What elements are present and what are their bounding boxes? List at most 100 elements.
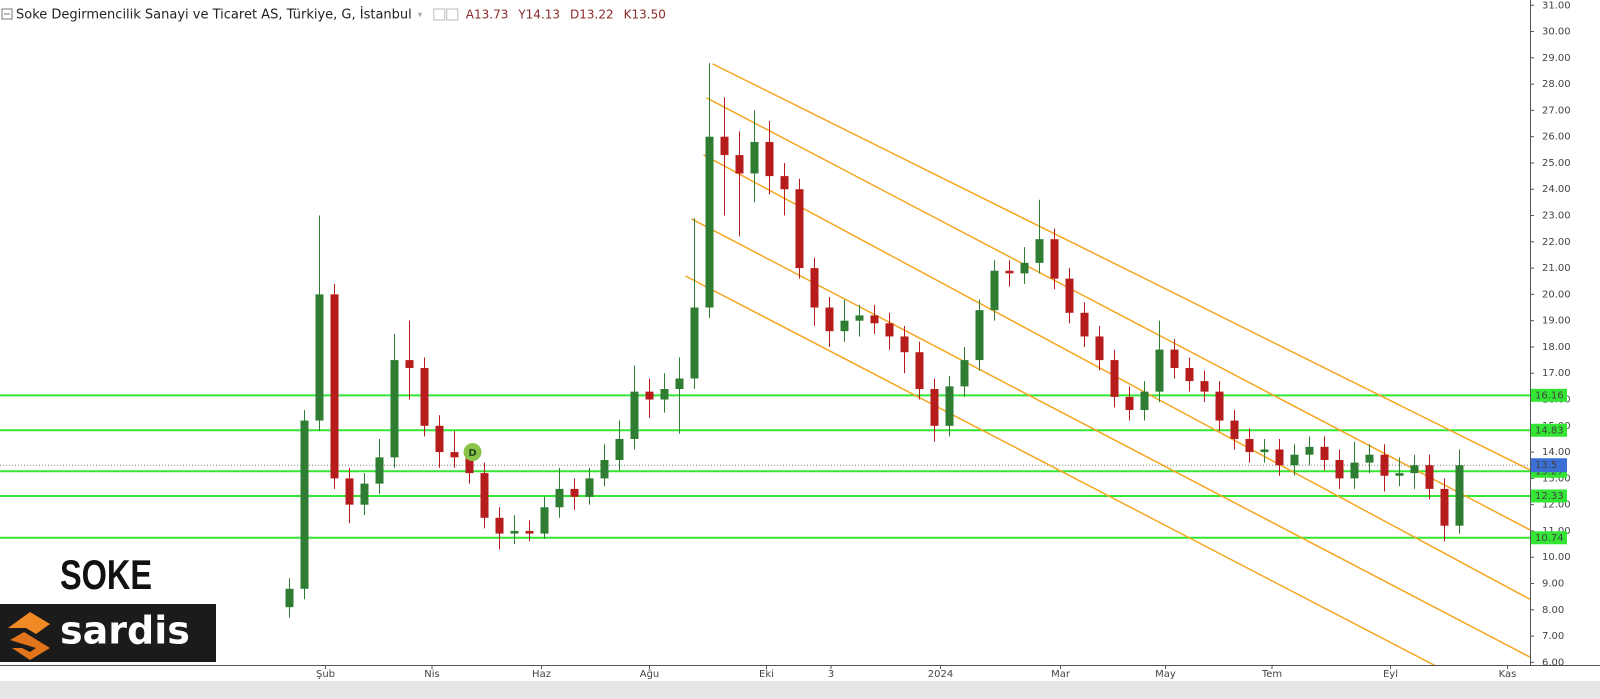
y-tick-label: 19.00: [1542, 316, 1571, 327]
candle-body: [750, 141, 759, 174]
candle-body: [1125, 396, 1134, 411]
settings-icon[interactable]: [446, 8, 459, 21]
ohlc-value: A13.73: [466, 8, 509, 22]
channel-line: [691, 218, 1530, 658]
level-label-bg: [1531, 423, 1567, 437]
ohlc-value: D13.22: [570, 8, 614, 22]
bottom-bar: [0, 681, 1600, 699]
candle-body: [885, 323, 894, 337]
y-tick-label: 17.00: [1542, 368, 1571, 379]
level-label-bg: [1531, 388, 1567, 402]
candle-body: [930, 389, 939, 426]
candle-body: [1215, 391, 1224, 421]
candle-body: [1260, 449, 1269, 453]
level-label: 10.74: [1535, 533, 1564, 544]
candle-body: [735, 155, 744, 174]
x-tick-label: Nis: [424, 669, 439, 680]
ohlc-legend: ▾ A13.73 Y14.13 D13.22 K13.50: [418, 8, 666, 22]
y-tick-label: 25.00: [1542, 158, 1571, 169]
y-tick-label: 10.00: [1542, 552, 1571, 563]
logo-mark-bottom: [10, 632, 50, 660]
ohlc-value: K13.50: [624, 8, 666, 22]
y-tick-label: 12.00: [1542, 500, 1571, 511]
dropdown-arrow: ▾: [418, 11, 423, 21]
candle-body: [1275, 449, 1284, 466]
logo: sardis: [0, 604, 216, 662]
candle-body: [795, 189, 804, 269]
candle-body: [990, 270, 999, 311]
candle-body: [1425, 465, 1434, 489]
candle-body: [915, 352, 924, 390]
y-tick-label: 18.00: [1542, 342, 1571, 353]
candle-body: [1395, 473, 1404, 476]
candle-body: [1080, 312, 1089, 337]
candle-body: [1335, 459, 1344, 479]
header: Soke Degirmencilik Sanayi ve Ticaret AS,…: [1, 7, 666, 23]
candle-body: [1290, 454, 1299, 466]
candle-body: [405, 360, 414, 368]
candle-body: [675, 378, 684, 390]
y-tick-label: 31.00: [1542, 0, 1571, 11]
logo-mark-top: [8, 612, 50, 634]
x-tick-label: Mar: [1051, 669, 1071, 680]
ohlc-value: Y14.13: [517, 8, 560, 22]
candle-body: [765, 141, 774, 177]
collapse-icon[interactable]: [1, 8, 13, 20]
candle-body: [855, 315, 864, 321]
event-marker-label: D: [468, 448, 476, 459]
candle-body: [645, 391, 654, 400]
candle-body: [360, 483, 369, 505]
x-tick-label: Eyl: [1383, 669, 1398, 680]
candle-body: [375, 457, 384, 484]
y-tick-label: 22.00: [1542, 237, 1571, 248]
candle-body: [525, 530, 534, 534]
y-tick-label: 8.00: [1542, 605, 1564, 616]
y-tick-label: 21.00: [1542, 263, 1571, 274]
level-label-bg: [1531, 489, 1567, 503]
candle-body: [690, 307, 699, 379]
candle-body: [465, 457, 474, 474]
y-tick-label: 14.00: [1542, 447, 1571, 458]
candle-body: [840, 320, 849, 332]
x-tick-label: Ağu: [640, 668, 660, 680]
candle-body: [870, 315, 879, 324]
candle-body: [585, 478, 594, 497]
candle-body: [1230, 420, 1239, 439]
y-tick-label: 23.00: [1542, 211, 1571, 222]
settings-icon[interactable]: [433, 8, 446, 21]
candle-body: [420, 367, 429, 426]
candle-body: [285, 588, 294, 608]
y-tick-label: 30.00: [1542, 27, 1571, 38]
candle-body: [660, 389, 669, 400]
candle-body: [1050, 239, 1059, 279]
candle-body: [1035, 239, 1044, 263]
candle-body: [1185, 367, 1194, 382]
last-price-label: 13.5: [1535, 460, 1557, 471]
y-tick-label: 28.00: [1542, 79, 1571, 90]
candle-body: [1440, 488, 1449, 526]
candle-body: [390, 360, 399, 458]
candle-body: [480, 473, 489, 518]
y-tick-label: 7.00: [1542, 631, 1564, 642]
candle-body: [810, 268, 819, 308]
logo-text: sardis: [60, 609, 190, 653]
candle-body: [630, 391, 639, 439]
x-tick-label: Eki: [759, 669, 774, 680]
level-label-bg: [1531, 531, 1567, 545]
y-tick-label: 29.00: [1542, 53, 1571, 64]
candle-body: [1410, 465, 1419, 474]
y-tick-label: 20.00: [1542, 289, 1571, 300]
candle-body: [330, 294, 339, 479]
candle-body: [1020, 262, 1029, 274]
candle-body: [345, 478, 354, 505]
level-label: 16.16: [1535, 390, 1564, 401]
y-tick-label: 13.00: [1542, 473, 1571, 484]
x-tick-label: 3: [828, 669, 834, 680]
y-tick-label: 26.00: [1542, 132, 1571, 143]
candle-body: [825, 307, 834, 332]
candle-body: [960, 360, 969, 387]
ticker-watermark: SOKE: [60, 551, 152, 598]
x-tick-label: Haz: [532, 669, 551, 680]
candle-body: [945, 386, 954, 426]
